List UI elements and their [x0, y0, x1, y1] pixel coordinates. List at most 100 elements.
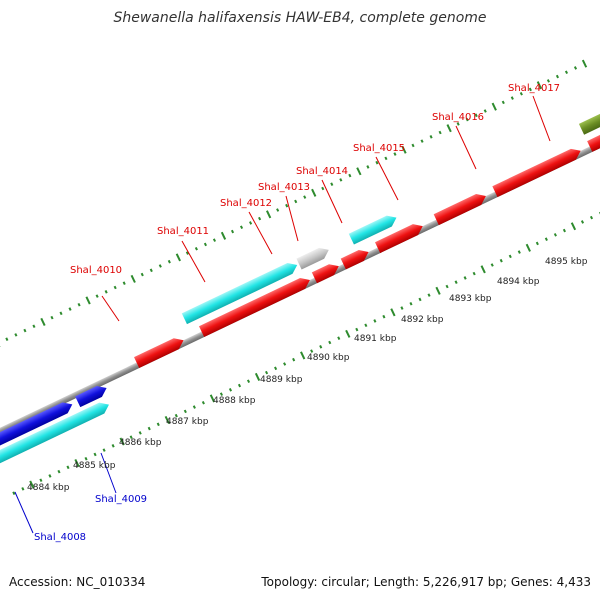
gene-shal-4013[interactable] — [340, 247, 371, 270]
gene-label-shal-4016[interactable]: Shal_4016 — [432, 112, 484, 123]
ruler-minor-tick — [465, 117, 469, 122]
map-title: Shewanella halifaxensis HAW-EB4, complet… — [113, 10, 486, 26]
ruler-minor-tick — [174, 413, 178, 418]
gene-label-shal-4009[interactable]: Shal_4009 — [95, 494, 147, 505]
ruler-minor-tick — [57, 469, 61, 474]
gene-label-shal-4015[interactable]: Shal_4015 — [353, 143, 405, 154]
gene-shal-4010[interactable] — [134, 335, 186, 369]
ruler-minor-tick — [580, 220, 585, 224]
ruler-major-tick — [85, 296, 91, 305]
linear-genome-track — [0, 59, 600, 495]
ruler-minor-tick — [274, 366, 278, 371]
ruler-major-tick — [525, 243, 531, 252]
gene-shal-4014[interactable] — [375, 221, 425, 254]
ruler-minor-tick — [456, 122, 460, 126]
ruler-minor-tick — [474, 113, 478, 118]
ruler-minor-tick — [212, 238, 217, 242]
ruler-minor-tick — [337, 336, 341, 340]
ruler-label-4888: 4888 kbp — [213, 396, 256, 406]
gene-shal-4009a[interactable] — [75, 383, 109, 408]
gene-olive-upper[interactable] — [578, 105, 600, 135]
gene-shal-4016[interactable] — [492, 145, 583, 198]
ruler-major-tick — [446, 124, 452, 133]
ruler-minor-tick — [355, 327, 359, 332]
gene-label-leader — [285, 195, 299, 242]
ruler-minor-tick — [93, 452, 97, 457]
ruler-minor-tick — [183, 409, 187, 414]
ruler-minor-tick — [77, 302, 81, 307]
ruler-minor-tick — [499, 258, 503, 263]
topology-text: Topology: circular; Length: 5,226,917 bp… — [260, 575, 591, 589]
ruler-major-tick — [345, 329, 351, 338]
ruler-minor-tick — [429, 135, 433, 139]
ruler-major-tick — [491, 102, 497, 111]
ruler-minor-tick — [140, 272, 144, 277]
gene-label-leader — [532, 95, 551, 142]
ruler-major-tick — [254, 372, 261, 381]
ruler-major-tick — [536, 81, 543, 90]
ruler-label-4895: 4895 kbp — [545, 257, 588, 267]
ruler-major-tick — [300, 351, 306, 360]
gene-label-leader — [248, 211, 273, 255]
ruler-minor-tick — [454, 280, 458, 284]
ruler-minor-tick — [32, 324, 36, 329]
ruler-minor-tick — [375, 160, 379, 165]
ruler-minor-tick — [472, 271, 476, 276]
ruler-minor-tick — [508, 254, 512, 259]
gene-cyan-upper-2[interactable] — [348, 212, 399, 245]
ruler-minor-tick — [147, 426, 151, 431]
ruler-minor-tick — [411, 143, 415, 148]
ruler-minor-tick — [246, 379, 251, 384]
ruler-minor-tick — [517, 250, 521, 254]
gene-cyan-upper-1[interactable] — [181, 260, 300, 325]
ruler-minor-tick — [510, 96, 514, 100]
gene-shal-4017[interactable] — [587, 124, 600, 152]
ruler-minor-tick — [129, 435, 133, 439]
ruler-minor-tick — [14, 333, 18, 337]
ruler-minor-tick — [285, 203, 289, 208]
gene-label-shal-4011[interactable]: Shal_4011 — [157, 226, 209, 237]
ruler-major-tick — [164, 415, 170, 425]
ruler-minor-tick — [445, 284, 449, 289]
ruler-minor-tick — [373, 319, 377, 323]
ruler-minor-tick — [589, 215, 594, 220]
ruler-minor-tick — [23, 328, 27, 333]
ruler-minor-tick — [219, 392, 223, 396]
gene-label-shal-4012[interactable]: Shal_4012 — [220, 198, 272, 209]
ruler-major-tick — [29, 480, 35, 489]
lower-ruler — [12, 211, 600, 495]
ruler-minor-tick — [104, 290, 108, 294]
gene-gray-upper[interactable] — [296, 244, 331, 270]
ruler-minor-tick — [321, 186, 325, 191]
gene-shal-4009b[interactable] — [0, 399, 112, 464]
gene-shal-4008[interactable] — [0, 399, 75, 450]
gene-labels: Shal_4008 Shal_4009 Shal_4010 Shal_4011 … — [34, 83, 560, 543]
ruler-minor-tick — [102, 448, 106, 452]
gene-label-shal-4017[interactable]: Shal_4017 — [508, 83, 560, 94]
ruler-minor-tick — [239, 225, 244, 230]
gene-label-leader — [321, 179, 343, 224]
ruler-minor-tick — [21, 487, 25, 491]
gene-label-shal-4010[interactable]: Shal_4010 — [70, 265, 122, 276]
ruler-minor-tick — [228, 388, 233, 392]
ruler-minor-tick — [483, 109, 487, 113]
ruler-minor-tick — [330, 182, 334, 186]
gene-label-shal-4014[interactable]: Shal_4014 — [296, 166, 348, 177]
gene-shal-4015[interactable] — [433, 191, 489, 226]
ruler-minor-tick — [501, 100, 505, 105]
ruler-label-4893: 4893 kbp — [449, 294, 492, 304]
gene-shal-4012[interactable] — [311, 261, 342, 284]
gene-shal-4011[interactable] — [198, 275, 312, 338]
ruler-minor-tick — [463, 276, 467, 280]
ruler-minor-tick — [339, 178, 343, 182]
ruler-minor-tick — [192, 405, 196, 409]
ruler-minor-tick — [201, 400, 205, 405]
gene-label-shal-4013[interactable]: Shal_4013 — [258, 182, 310, 193]
ruler-major-tick — [119, 437, 125, 446]
ruler-minor-tick — [400, 306, 404, 310]
ruler-major-tick — [581, 59, 588, 68]
gene-label-shal-4008[interactable]: Shal_4008 — [34, 532, 86, 543]
ruler-minor-tick — [258, 216, 262, 221]
ruler-minor-tick — [59, 311, 63, 316]
gene-label-leader — [101, 295, 120, 322]
